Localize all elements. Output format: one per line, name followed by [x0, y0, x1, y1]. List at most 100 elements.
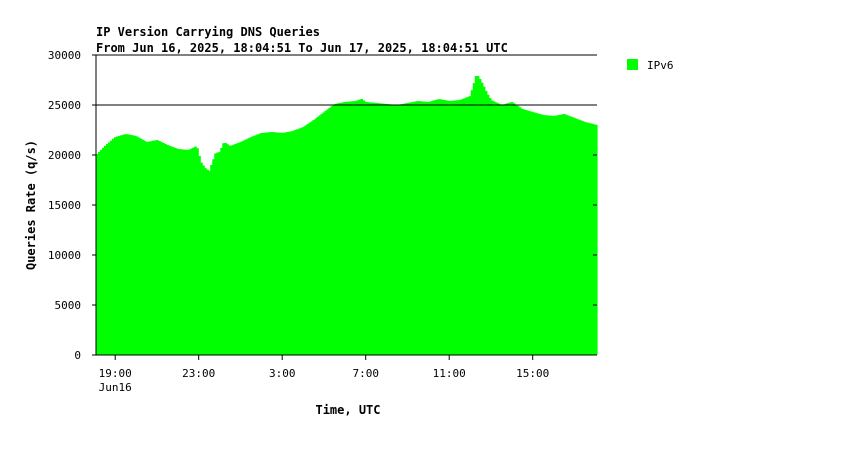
series-bar [174, 147, 177, 355]
series-bar [340, 102, 344, 355]
series-bar [542, 115, 546, 355]
series-bar [190, 148, 193, 355]
series-bar [102, 147, 105, 355]
series-bar [136, 136, 139, 355]
series-bar [410, 102, 414, 355]
series-bar [326, 109, 330, 355]
series-bar [302, 126, 306, 355]
series-bar [264, 132, 267, 355]
series-bar [428, 101, 432, 356]
series-bar [392, 104, 396, 355]
series-bar [214, 153, 217, 355]
x-tick-label: 15:00 [516, 367, 549, 380]
series-bar [396, 104, 400, 355]
series-bar [268, 132, 271, 355]
series-bar [456, 100, 460, 356]
series-bar [176, 148, 179, 355]
series-bar [206, 169, 209, 355]
series-bar [104, 145, 107, 355]
series-bar [418, 101, 422, 355]
series-bar [266, 132, 269, 355]
series-bar [492, 101, 496, 355]
series-bar [342, 102, 346, 355]
series-bar [530, 111, 534, 355]
series-bar [384, 103, 388, 356]
series-bar [156, 140, 159, 355]
series-bar [374, 102, 378, 355]
series-bar [170, 146, 173, 355]
series-bar [520, 108, 524, 355]
series-bar [442, 99, 446, 355]
series-bar [124, 134, 127, 355]
series-bar [288, 131, 291, 355]
series-bar [322, 112, 326, 355]
series-bar [448, 100, 452, 355]
series-bar [360, 99, 364, 355]
series-bar [338, 103, 342, 356]
series-bar [390, 104, 394, 355]
axis-ticks: 0 5000 10000 15000 20000 25000 30000 19:00 23:00… [48, 49, 597, 394]
series-bar [470, 90, 474, 355]
series-bar [574, 118, 578, 355]
series-bar [324, 110, 328, 355]
series-bar [444, 100, 448, 355]
series-bar [446, 100, 450, 356]
series-bar [398, 104, 402, 355]
series-bar [194, 146, 197, 355]
series-bar [238, 142, 241, 355]
series-bar [270, 132, 273, 355]
series-bar [386, 104, 390, 355]
y-tick-label: 30000 [48, 49, 81, 62]
series-bar [556, 115, 560, 355]
series-bar [116, 136, 119, 355]
series-bar [258, 133, 261, 355]
series-bar [140, 138, 143, 355]
series-bar [572, 117, 576, 355]
series-bar [498, 104, 502, 356]
series-bar [200, 162, 203, 355]
series-bar [300, 127, 304, 355]
series-bar [496, 103, 500, 355]
series-bar [184, 149, 187, 355]
y-tick-label: 5000 [55, 299, 82, 312]
series-bar [424, 101, 428, 356]
series-bar [212, 159, 215, 355]
series-bar [160, 142, 163, 355]
series-bar [358, 99, 362, 355]
series-bar [412, 101, 416, 355]
series-bar [514, 104, 518, 355]
series-bar [272, 132, 275, 355]
series-bar [282, 132, 285, 355]
series-bar [292, 130, 295, 355]
series-bar [280, 132, 283, 355]
series-bar [454, 100, 458, 355]
series-bar [196, 148, 199, 355]
series-bar [548, 115, 552, 356]
series-bar [550, 115, 554, 355]
series-bar [186, 149, 189, 355]
series-bar [306, 124, 310, 355]
series-bar [578, 120, 582, 355]
series-bar [198, 155, 201, 355]
series-bar [334, 103, 338, 355]
series-bar [278, 132, 281, 355]
series-bar [486, 94, 490, 356]
series-bar [370, 102, 374, 355]
series-bar [378, 103, 382, 355]
series-bar [250, 136, 253, 355]
series-bar [226, 144, 229, 355]
series-bar [248, 137, 251, 355]
series-bar [166, 144, 169, 355]
series-bar [312, 120, 316, 355]
series-bar [290, 131, 293, 355]
series-bar [262, 132, 265, 355]
series-bar [320, 113, 324, 355]
series-bar [416, 101, 420, 355]
series-bar [458, 99, 462, 355]
legend: IPv6 [627, 59, 674, 72]
series-ipv6 [96, 76, 598, 356]
series-bar [434, 99, 438, 355]
series-bar [144, 141, 147, 355]
series-bar [210, 165, 213, 355]
series-bar [460, 99, 464, 355]
